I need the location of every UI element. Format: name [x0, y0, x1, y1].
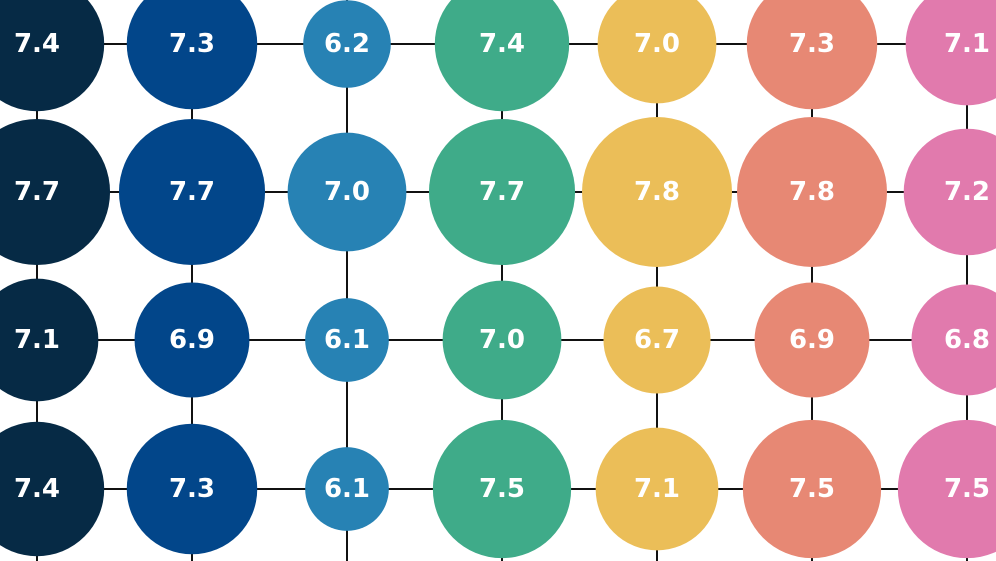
bubble-col5-row2: 7.8: [582, 117, 732, 267]
bubble-circle: [428, 118, 576, 266]
bubble-circle: [118, 118, 266, 266]
bubble-value-label: 7.0: [324, 177, 370, 207]
bubble-value-label: 6.1: [324, 474, 370, 504]
bubble-circle: [434, 0, 570, 112]
bubble-value-label: 7.7: [169, 177, 215, 207]
bubble-value-label: 6.7: [634, 325, 680, 355]
bubble-value-label: 7.5: [944, 474, 990, 504]
bubble-col3-row1: 6.2: [303, 0, 391, 88]
bubble-value-label: 7.3: [789, 29, 835, 59]
bubble-col5-row4: 7.1: [595, 427, 719, 551]
bubble-col4-row2: 7.7: [428, 118, 576, 266]
bubble-col2-row1: 7.3: [126, 0, 258, 110]
bubble-col6-row2: 7.8: [737, 117, 887, 267]
bubble-value-label: 7.1: [14, 325, 60, 355]
bubble-value-label: 7.5: [789, 474, 835, 504]
bubble-col1-row4: 7.4: [0, 421, 105, 557]
bubble-circle: [287, 132, 407, 252]
bubble-value-label: 7.0: [479, 325, 525, 355]
bubble-circle: [897, 419, 996, 559]
bubble-col7-row4: 7.5: [897, 419, 996, 559]
bubble-value-label: 6.1: [324, 325, 370, 355]
bubble-circle: [126, 423, 258, 555]
bubble-value-label: 7.0: [634, 29, 680, 59]
bubble-col6-row4: 7.5: [742, 419, 882, 559]
bubble-value-label: 7.7: [14, 177, 60, 207]
bubble-circle: [432, 419, 572, 559]
bubble-col1-row3: 7.1: [0, 278, 99, 402]
bubble-circle: [134, 282, 250, 398]
bubble-col3-row4: 6.1: [305, 447, 389, 531]
bubble-circle: [303, 0, 391, 88]
bubble-value-label: 7.3: [169, 474, 215, 504]
bubble-circle: [442, 280, 562, 400]
bubble-value-label: 7.2: [944, 177, 990, 207]
bubble-value-label: 7.8: [789, 177, 835, 207]
bubble-col6-row1: 7.3: [746, 0, 878, 110]
bubble-value-label: 7.3: [169, 29, 215, 59]
bubble-circle: [305, 447, 389, 531]
bubble-circle: [582, 117, 732, 267]
bubble-col6-row3: 6.9: [754, 282, 870, 398]
bubble-value-label: 7.5: [479, 474, 525, 504]
bubble-col3-row3: 6.1: [305, 298, 389, 382]
bubble-col1-row1: 7.4: [0, 0, 105, 112]
bubble-circle: [0, 118, 111, 266]
bubble-value-label: 6.9: [789, 325, 835, 355]
bubble-value-label: 7.4: [14, 29, 60, 59]
bubble-col3-row2: 7.0: [287, 132, 407, 252]
bubble-col5-row1: 7.0: [597, 0, 717, 104]
bubble-col7-row1: 7.1: [905, 0, 996, 106]
bubble-value-label: 6.8: [944, 325, 990, 355]
bubble-circle: [903, 128, 996, 256]
bubble-circle: [597, 0, 717, 104]
bubble-circle: [754, 282, 870, 398]
bubble-col2-row3: 6.9: [134, 282, 250, 398]
bubble-value-label: 6.9: [169, 325, 215, 355]
bubble-circle: [0, 278, 99, 402]
bubble-col7-row3: 6.8: [911, 284, 996, 396]
bubble-circle: [126, 0, 258, 110]
bubble-col7-row2: 7.2: [903, 128, 996, 256]
bubble-value-label: 7.7: [479, 177, 525, 207]
bubble-col5-row3: 6.7: [603, 286, 711, 394]
bubble-circle: [905, 0, 996, 106]
bubble-col4-row4: 7.5: [432, 419, 572, 559]
bubble-value-label: 7.4: [479, 29, 525, 59]
bubble-col4-row1: 7.4: [434, 0, 570, 112]
bubble-value-label: 6.2: [324, 29, 370, 59]
bubble-value-label: 7.4: [14, 474, 60, 504]
bubble-col4-row3: 7.0: [442, 280, 562, 400]
bubble-circle: [737, 117, 887, 267]
bubble-col1-row2: 7.7: [0, 118, 111, 266]
bubble-circle: [603, 286, 711, 394]
bubble-circle: [746, 0, 878, 110]
bubble-circle: [742, 419, 882, 559]
bubble-value-label: 7.1: [944, 29, 990, 59]
bubble-col2-row2: 7.7: [118, 118, 266, 266]
bubble-value-label: 7.8: [634, 177, 680, 207]
bubble-circle: [0, 0, 105, 112]
bubble-circle: [911, 284, 996, 396]
bubble-circle: [595, 427, 719, 551]
bubble-circle: [0, 421, 105, 557]
bubble-circle: [305, 298, 389, 382]
bubble-col2-row4: 7.3: [126, 423, 258, 555]
bubble-value-label: 7.1: [634, 474, 680, 504]
